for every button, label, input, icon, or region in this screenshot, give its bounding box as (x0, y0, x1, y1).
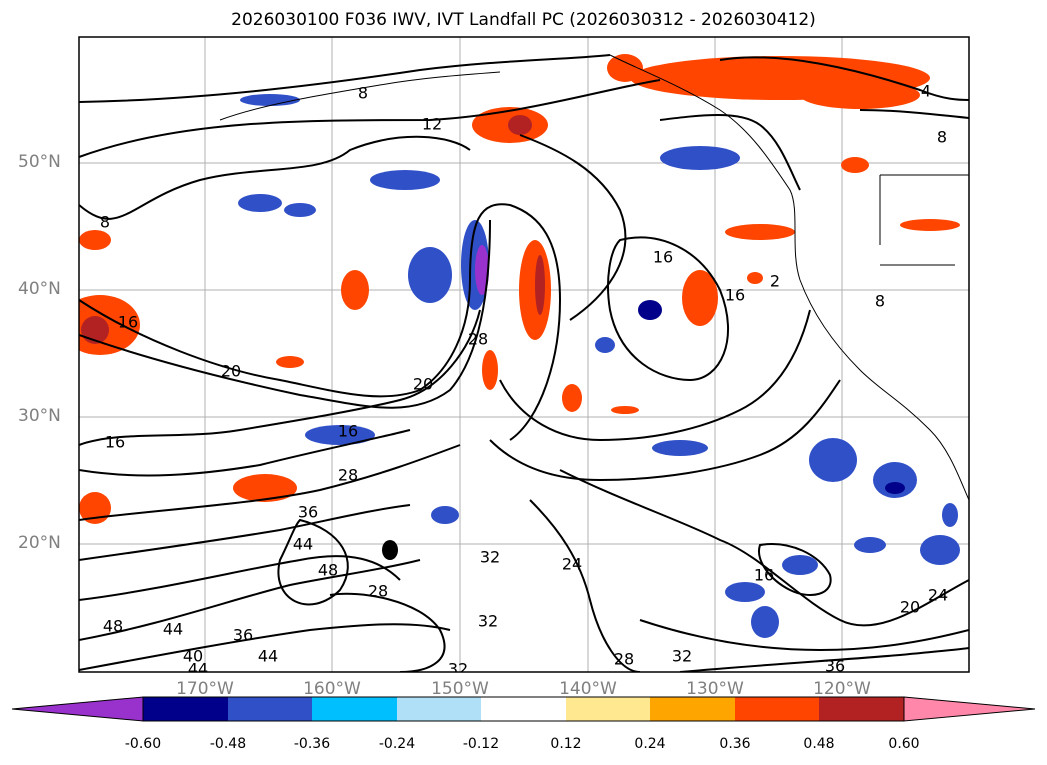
negative-anomaly-shading (238, 94, 960, 638)
colorbar-tick: -0.36 (293, 736, 331, 752)
lon-label-130w: 130°W (686, 679, 744, 699)
lat-label-30n: 30°N (18, 406, 61, 426)
lon-label-170w: 170°W (176, 679, 234, 699)
contour-label: 44 (163, 620, 183, 639)
plot-frame (78, 36, 970, 673)
iwv-contours (79, 54, 969, 672)
lat-label-50n: 50°N (18, 152, 61, 172)
contour-label: 48 (103, 617, 123, 636)
contour-label: 36 (233, 626, 253, 645)
colorbar-segment (481, 697, 566, 721)
colorbar-tick: 0.24 (634, 736, 666, 752)
island-marker (382, 540, 398, 560)
contour-label: 16 (338, 422, 358, 441)
contour-label: 2 (770, 272, 780, 291)
contour-label: 32 (448, 660, 468, 679)
contour-label: 20 (900, 598, 920, 617)
contour-label: 32 (480, 548, 500, 567)
contour-label: 36 (825, 657, 845, 676)
contour-label: 16 (754, 566, 774, 585)
colorbar-segment (143, 697, 228, 721)
contour-label: 44 (188, 660, 208, 679)
colorbar-tick: 0.12 (550, 736, 582, 752)
map-plot: 8 12 4 8 8 16 16 16 2 8 20 20 28 16 28 3… (78, 36, 970, 679)
contour-label: 44 (293, 535, 313, 554)
contour-label: 32 (672, 647, 692, 666)
lon-label-140w: 140°W (559, 679, 617, 699)
contour-label: 32 (478, 612, 498, 631)
colorbar-tick: 0.36 (719, 736, 751, 752)
contour-label: 8 (100, 213, 110, 232)
border-lines (879, 174, 969, 266)
contour-label: 8 (358, 84, 368, 103)
colorbar-segment (566, 697, 650, 721)
contour-label: 16 (725, 286, 745, 305)
coastline (219, 54, 969, 501)
contour-labels: 8 12 4 8 8 16 16 16 2 8 20 20 28 16 28 3… (100, 82, 948, 679)
colorbar-extend-left (11, 696, 144, 722)
colorbar-segment (228, 697, 312, 721)
colorbar-tick: -0.48 (209, 736, 247, 752)
lon-label-160w: 160°W (303, 679, 361, 699)
colorbar-tick: 0.60 (888, 736, 920, 752)
contour-label: 12 (422, 115, 442, 134)
contour-label: 8 (875, 292, 885, 311)
colorbar (11, 696, 1036, 722)
contour-label: 28 (468, 330, 488, 349)
contour-label: 16 (118, 313, 138, 332)
contour-label: 4 (921, 82, 931, 101)
contour-label: 28 (614, 650, 634, 669)
colorbar-segment (397, 697, 481, 721)
contour-label: 36 (298, 503, 318, 522)
contour-label: 20 (221, 362, 241, 381)
colorbar-tick: -0.12 (462, 736, 500, 752)
colorbar-segment (819, 697, 904, 721)
contour-label: 24 (562, 555, 582, 574)
lat-label-20n: 20°N (18, 533, 61, 553)
colorbar-extend-right (903, 696, 1036, 722)
contour-label: 28 (338, 466, 358, 485)
contour-label: 44 (258, 647, 278, 666)
contour-label: 16 (105, 433, 125, 452)
contour-label: 16 (653, 248, 673, 267)
contour-label: 20 (413, 375, 433, 394)
contour-label: 48 (318, 561, 338, 580)
contour-label: 8 (937, 128, 947, 147)
contour-label: 24 (928, 586, 948, 605)
colorbar-tick: -0.24 (378, 736, 416, 752)
colorbar-segment (312, 697, 397, 721)
lat-label-40n: 40°N (18, 279, 61, 299)
chart-title: 2026030100 F036 IWV, IVT Landfall PC (20… (231, 10, 816, 30)
contour-label: 28 (368, 582, 388, 601)
lon-label-150w: 150°W (431, 679, 489, 699)
colorbar-segment (650, 697, 735, 721)
positive-anomaly-shading (79, 54, 960, 524)
colorbar-tick: -0.60 (124, 736, 162, 752)
colorbar-tick: 0.48 (803, 736, 835, 752)
colorbar-segment (735, 697, 819, 721)
lon-label-120w: 120°W (813, 679, 871, 699)
contour-label: 40 (183, 647, 203, 666)
